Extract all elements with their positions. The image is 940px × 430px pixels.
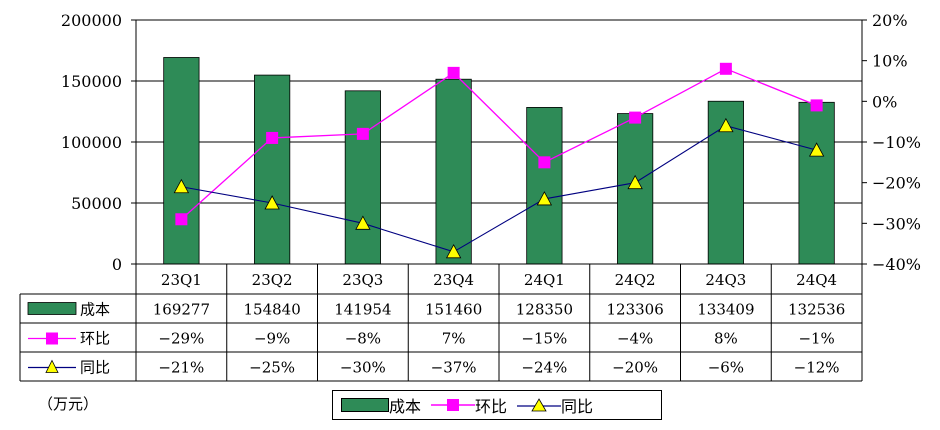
right-tick-label: 20% xyxy=(872,11,908,30)
category-label: 24Q1 xyxy=(524,271,565,289)
legend-square-marker-icon xyxy=(431,399,476,411)
right-tick-label: −20% xyxy=(872,174,921,193)
left-tick-label: 0 xyxy=(112,255,122,274)
category-label: 23Q2 xyxy=(252,271,293,289)
table-cell-value: 141954 xyxy=(334,301,391,319)
bar-24Q4 xyxy=(798,101,835,265)
row-series-name: 成本 xyxy=(80,301,110,319)
triangle-marker xyxy=(808,142,825,157)
legend-label-yoy: 同比 xyxy=(561,397,594,416)
table-cell-value: 151460 xyxy=(425,301,482,319)
row-series-name: 同比 xyxy=(80,359,110,377)
square-marker xyxy=(447,66,460,79)
square-marker xyxy=(175,213,188,226)
square-marker xyxy=(719,62,732,75)
table-cell-value: 169277 xyxy=(153,301,210,319)
triangle-marker xyxy=(445,243,462,259)
right-tick-label: −10% xyxy=(872,133,921,152)
left-tick-label: 50000 xyxy=(71,194,122,213)
table-cell-value: −30% xyxy=(340,359,386,377)
square-marker xyxy=(538,156,551,169)
triangle-marker xyxy=(264,195,280,210)
table-cell-value: 123306 xyxy=(606,301,663,319)
axes: 0 50000 100000 150000 200000 −40% −30% −20% −10%… xyxy=(61,11,921,274)
bar-23Q3 xyxy=(344,90,381,265)
legend-triangle-marker-icon xyxy=(517,398,562,412)
legend-item-yoy: 同比 xyxy=(517,393,593,417)
table-cell-value: −37% xyxy=(431,359,477,377)
category-label: 24Q2 xyxy=(615,271,656,289)
bar-23Q1 xyxy=(163,57,200,265)
right-tick-label: 10% xyxy=(872,52,908,71)
lines xyxy=(173,62,825,259)
legend-item-cost: 成本 xyxy=(341,393,421,417)
table-cell-value: −12% xyxy=(794,359,840,377)
table-cell-value: −6% xyxy=(708,359,744,377)
data-table: 23Q1 23Q2 23Q3 23Q4 24Q1 24Q2 24Q3 24Q4 成本 169277… xyxy=(19,264,863,382)
legend-item-qoq: 环比 xyxy=(431,393,507,417)
square-marker xyxy=(629,111,642,124)
bar-24Q1 xyxy=(526,107,563,265)
square-marker xyxy=(810,99,823,112)
table-cell-value: 128350 xyxy=(516,301,573,319)
triangle-marker xyxy=(173,178,190,194)
table-cell-value: 132536 xyxy=(788,301,845,319)
left-tick-label: 200000 xyxy=(61,11,122,30)
legend-label-qoq: 环比 xyxy=(475,397,508,416)
legend-label-cost: 成本 xyxy=(389,397,422,416)
table-cell-value: 154840 xyxy=(243,301,300,319)
table-cell-value: −25% xyxy=(249,359,295,377)
table-cell-value: 7% xyxy=(442,330,466,348)
category-label: 23Q3 xyxy=(342,271,383,289)
category-label: 24Q4 xyxy=(796,271,837,289)
table-cell-value: −29% xyxy=(158,330,204,348)
bar-23Q2 xyxy=(254,74,291,265)
legend-bar-swatch xyxy=(341,398,389,412)
category-label: 23Q4 xyxy=(433,271,474,289)
table-cell-value: −24% xyxy=(521,359,567,377)
triangle-marker xyxy=(627,174,643,190)
category-label: 24Q3 xyxy=(705,271,746,289)
line-同比 xyxy=(181,125,817,253)
table-cell-value: −4% xyxy=(617,330,653,348)
row-key-bar-swatch xyxy=(27,302,77,315)
triangle-marker xyxy=(355,215,371,230)
left-tick-label: 100000 xyxy=(61,133,122,152)
right-tick-label: −40% xyxy=(872,255,921,274)
triangle-marker xyxy=(718,117,734,133)
table-cell-value: −15% xyxy=(521,330,567,348)
table-cell-value: 133409 xyxy=(697,301,754,319)
row-series-name: 环比 xyxy=(80,330,110,348)
table-cell-value: −1% xyxy=(798,330,834,348)
bars xyxy=(163,57,835,265)
category-label: 23Q1 xyxy=(161,271,202,289)
table-cell-value: −9% xyxy=(254,330,290,348)
left-tick-label: 150000 xyxy=(61,72,122,91)
bar-23Q4 xyxy=(435,78,472,265)
square-marker xyxy=(266,131,279,144)
table-cell-value: −21% xyxy=(158,359,204,377)
table-cell-value: −8% xyxy=(345,330,381,348)
triangle-marker xyxy=(536,191,553,206)
right-tick-label: −30% xyxy=(872,214,921,233)
right-tick-label: 0% xyxy=(872,92,897,111)
square-marker xyxy=(356,127,369,140)
table-cell-value: −20% xyxy=(612,359,658,377)
gridlines xyxy=(136,19,862,265)
legend: 成本 环比 同比 xyxy=(332,390,662,420)
unit-label: （万元） xyxy=(38,395,99,413)
row-key-triangle-marker xyxy=(45,359,59,373)
table-cell-value: 8% xyxy=(714,330,738,348)
line-环比 xyxy=(180,68,817,220)
row-key-square-marker xyxy=(46,332,58,345)
